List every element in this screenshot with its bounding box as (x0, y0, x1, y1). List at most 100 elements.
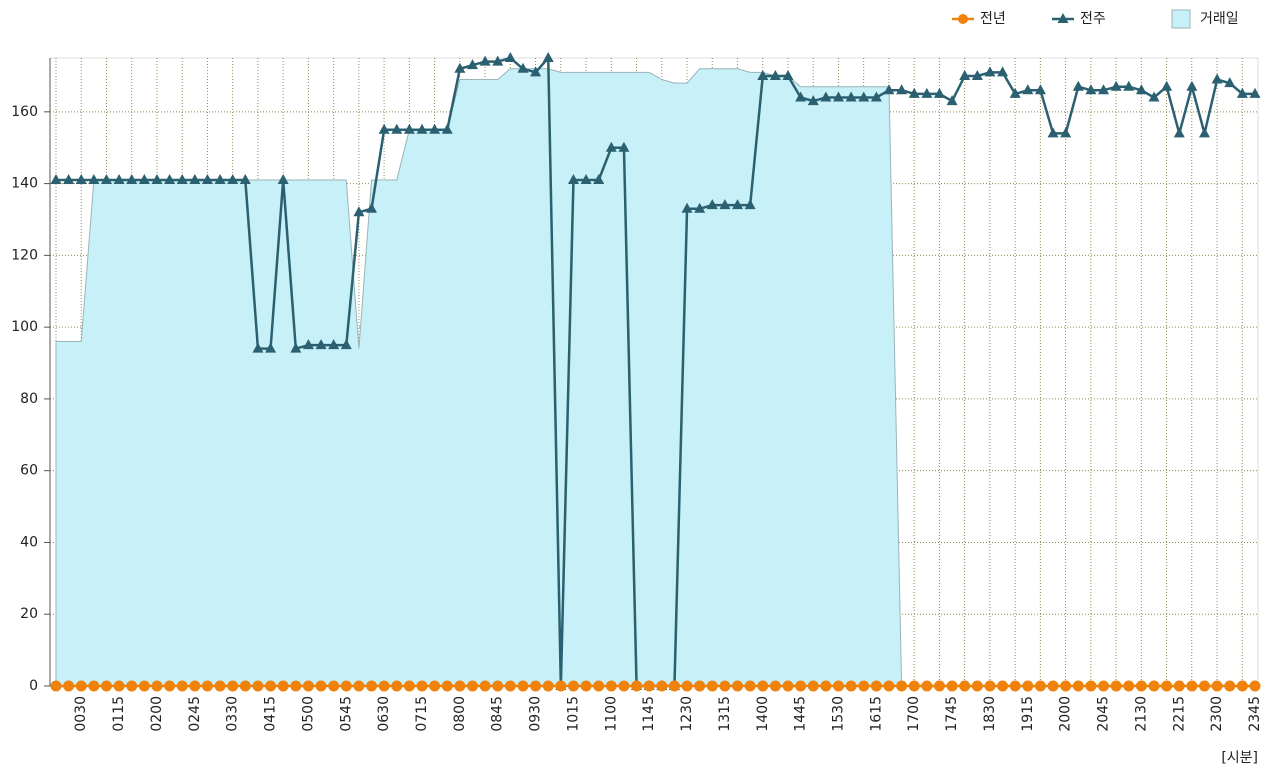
marker (265, 342, 277, 353)
marker (807, 95, 819, 106)
marker (328, 680, 340, 692)
marker (366, 202, 378, 213)
marker (580, 174, 592, 185)
x-tick-label: 1100 (603, 696, 619, 732)
marker (1236, 87, 1248, 98)
marker (1186, 80, 1198, 91)
x-tick-label: 1915 (1020, 696, 1036, 732)
marker (378, 123, 390, 134)
x-tick-label: 1830 (982, 696, 998, 732)
marker (189, 174, 201, 185)
marker (1148, 91, 1160, 102)
marker (164, 680, 176, 692)
marker (1173, 127, 1185, 138)
x-tick-label: 0545 (338, 696, 354, 732)
marker (1098, 84, 1110, 95)
marker (1249, 680, 1261, 692)
marker (1211, 680, 1223, 692)
marker (1135, 84, 1147, 95)
marker (732, 199, 744, 210)
marker (151, 174, 163, 185)
marker (265, 680, 277, 692)
marker (643, 680, 655, 692)
marker (757, 680, 769, 692)
legend-item: 거래일 (1171, 9, 1239, 29)
marker (340, 680, 352, 692)
x-tick-label: 0115 (111, 696, 127, 732)
marker (1173, 680, 1185, 692)
y-tick-label: 140 (11, 176, 38, 192)
x-tick-label: 2215 (1171, 696, 1187, 732)
x-tick-label: 1615 (868, 696, 884, 732)
marker (63, 174, 75, 185)
marker (353, 206, 365, 217)
marker (605, 141, 617, 152)
marker (631, 680, 643, 692)
x-tick-label: 0800 (452, 696, 468, 732)
x-tick-label: 1530 (831, 696, 847, 732)
x-axis-label: [시분] (1221, 750, 1258, 766)
marker (315, 680, 327, 692)
marker (75, 174, 87, 185)
marker (1085, 84, 1097, 95)
marker (959, 680, 971, 692)
x-tick-label: 1445 (793, 696, 809, 732)
legend-label: 전주 (1080, 11, 1106, 27)
marker (239, 680, 251, 692)
y-tick-label: 40 (20, 534, 38, 550)
marker (126, 680, 138, 692)
marker (479, 55, 491, 66)
marker (100, 174, 112, 185)
marker (1110, 680, 1122, 692)
marker (593, 680, 605, 692)
marker (795, 91, 807, 102)
x-tick-label: 1015 (565, 696, 581, 732)
marker (113, 174, 125, 185)
x-tick-label: 0030 (73, 696, 89, 732)
marker (302, 339, 314, 350)
marker (896, 84, 908, 95)
marker (429, 123, 441, 134)
marker (845, 91, 857, 102)
marker (227, 680, 239, 692)
marker (1199, 680, 1211, 692)
marker (479, 680, 491, 692)
legend-item: 전년 (952, 11, 1006, 27)
marker (1034, 680, 1046, 692)
marker (1123, 80, 1135, 91)
marker (971, 680, 983, 692)
marker (883, 84, 895, 95)
legend-swatch (1171, 9, 1191, 29)
marker (1047, 127, 1059, 138)
marker (567, 680, 579, 692)
marker (896, 680, 908, 692)
legend-label: 전년 (980, 11, 1006, 27)
marker (340, 339, 352, 350)
marker (164, 174, 176, 185)
marker (971, 69, 983, 80)
marker (605, 680, 617, 692)
x-tick-label: 0415 (263, 696, 279, 732)
marker (201, 174, 213, 185)
marker (668, 680, 680, 692)
marker (908, 680, 920, 692)
x-tick-label: 1745 (944, 696, 960, 732)
marker (1085, 680, 1097, 692)
marker (795, 680, 807, 692)
marker (88, 174, 100, 185)
marker (214, 174, 226, 185)
marker (946, 680, 958, 692)
marker (1022, 680, 1034, 692)
marker (593, 174, 605, 185)
marker (454, 680, 466, 692)
legend-item: 전주 (1052, 11, 1106, 27)
marker (921, 680, 933, 692)
x-tick-label: 0930 (528, 696, 544, 732)
y-tick-label: 100 (11, 319, 38, 335)
marker (580, 680, 592, 692)
marker (567, 174, 579, 185)
marker (1022, 84, 1034, 95)
marker (328, 339, 340, 350)
marker (88, 680, 100, 692)
marker (63, 680, 75, 692)
